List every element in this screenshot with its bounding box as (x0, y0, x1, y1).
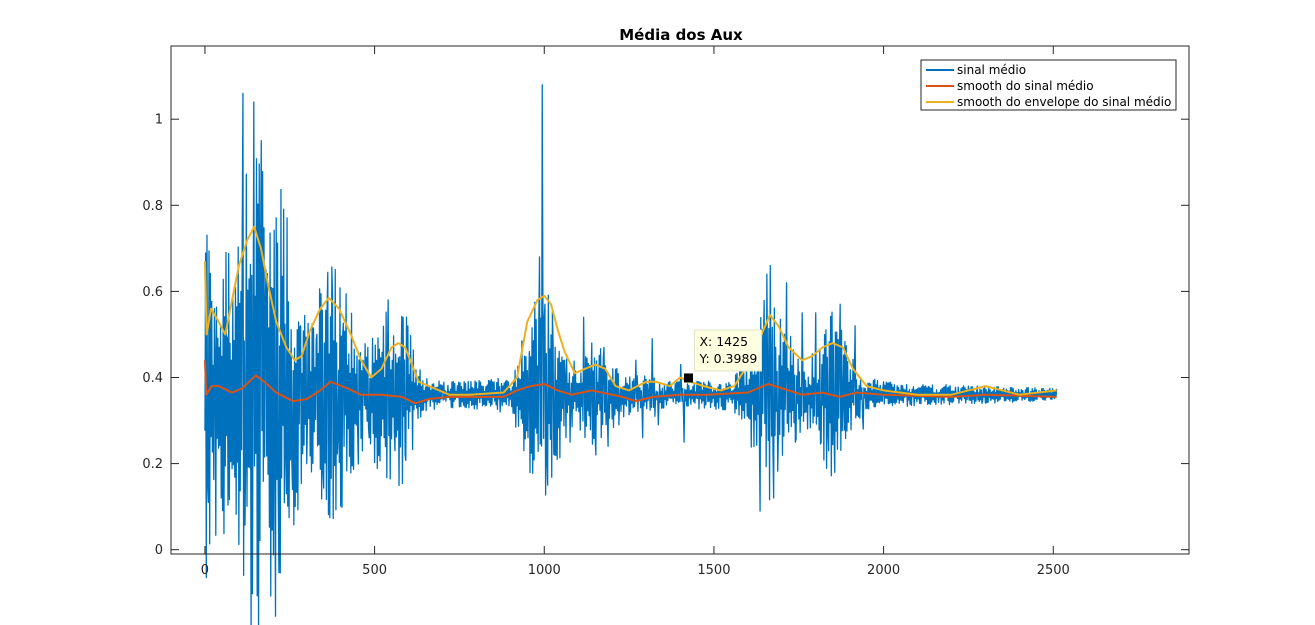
y-axis: 0 0.2 0.4 0.6 0.8 1 (142, 113, 1189, 558)
series-layer (203, 84, 1058, 625)
data-tip-marker (683, 373, 693, 383)
y-tick-label: 0 (155, 543, 163, 558)
plot-area[interactable]: 0 500 1000 1500 2000 2500 0 0.2 0.4 0.6 0.8 1 (142, 45, 1190, 625)
legend-item-sinal-medio: sinal médio (926, 63, 1026, 77)
legend-label-smooth-sinal-medio: smooth do sinal médio (957, 79, 1094, 93)
data-tip-box (693, 329, 762, 372)
y-tick-label: 0.8 (142, 199, 163, 214)
data-tip[interactable]: X: 1425 Y: 0.3989 (683, 329, 762, 383)
y-tick-label: 0.6 (142, 285, 163, 300)
y-tick-label: 1 (155, 113, 163, 128)
data-tip-y-label: Y: 0.3989 (698, 351, 757, 366)
legend-box (920, 59, 1177, 111)
series-line-smooth-envelope (203, 225, 1057, 396)
series-line-sinal-medio (204, 84, 1058, 625)
y-tick-label: 0.2 (142, 457, 163, 472)
legend-item-smooth-sinal-medio: smooth do sinal médio (926, 79, 1094, 93)
data-tip-x-label: X: 1425 (699, 334, 748, 349)
x-axis: 0 500 1000 1500 2000 2500 (201, 46, 1070, 578)
x-tick-label: 2500 (1037, 563, 1070, 578)
x-tick-label: 500 (362, 563, 387, 578)
x-tick-label: 2000 (867, 563, 900, 578)
legend-item-smooth-envelope: smooth do envelope do sinal médio (926, 95, 1171, 109)
series-line-smooth-sinal-medio (203, 360, 1057, 405)
x-tick-label: 1000 (528, 563, 561, 578)
x-tick-label: 0 (201, 563, 209, 578)
axes-box (170, 45, 1190, 555)
y-tick-label: 0.4 (142, 371, 163, 386)
chart-title: Média dos Aux (619, 26, 743, 44)
legend-label-smooth-envelope: smooth do envelope do sinal médio (957, 95, 1171, 109)
legend-label-sinal-medio: sinal médio (957, 63, 1026, 77)
legend[interactable]: sinal médio smooth do sinal médio smooth… (920, 59, 1177, 111)
x-tick-label: 1500 (697, 563, 730, 578)
